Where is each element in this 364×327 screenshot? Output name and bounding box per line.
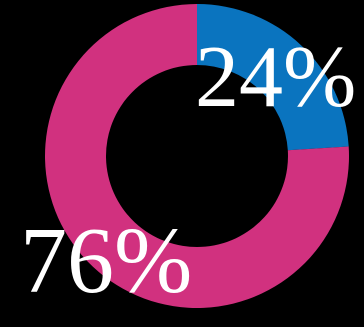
value-label: 76% bbox=[20, 209, 192, 313]
donut-segment bbox=[45, 4, 349, 308]
donut-segment bbox=[197, 4, 349, 151]
value-label: 24% bbox=[195, 29, 356, 126]
